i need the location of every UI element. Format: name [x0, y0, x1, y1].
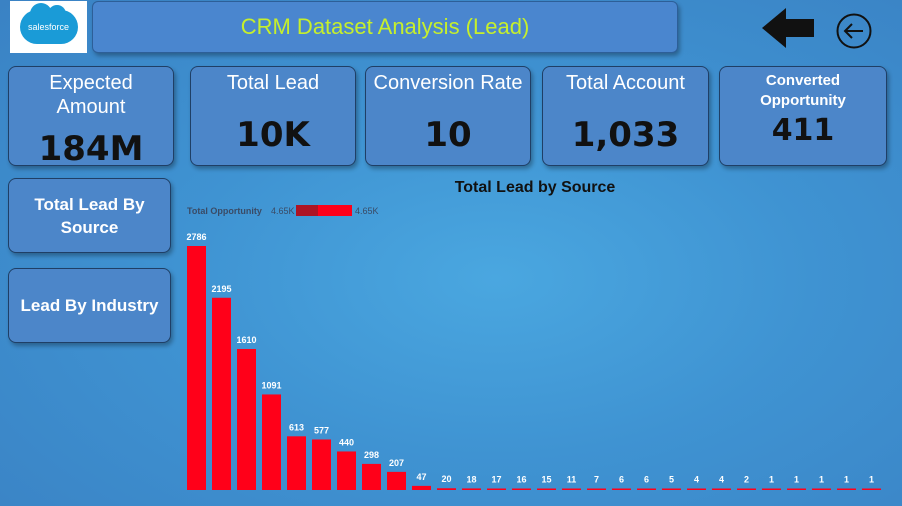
bar-value-label: 1 [794, 475, 799, 485]
kpi-value: 10 [424, 115, 472, 155]
bar [387, 471, 406, 490]
bar-value-label: 2195 [211, 284, 231, 294]
bar [637, 488, 656, 490]
kpi-expected-amount: Expected Amount 184M [8, 66, 174, 169]
bar [812, 488, 831, 490]
bar-value-label: 18 [466, 474, 476, 484]
bar [762, 488, 781, 490]
bar-value-label: 207 [389, 458, 404, 468]
chart-title: Total Lead by Source [454, 179, 616, 196]
bar-value-label: 4 [694, 475, 699, 485]
salesforce-logo: salesforce [10, 1, 87, 53]
kpi-total-account: Total Account 1,033 [542, 66, 709, 166]
bar [712, 488, 731, 490]
kpi-label: Total Lead [226, 72, 320, 94]
bar-value-label: 1091 [261, 380, 281, 390]
bar [487, 488, 506, 490]
bar [587, 488, 606, 490]
bar [212, 297, 231, 490]
bar-value-label: 2 [744, 475, 749, 485]
lead-by-industry-button[interactable]: Lead By Industry [8, 268, 171, 343]
kpi-label: Converted Opportunity [760, 72, 846, 109]
bar-value-label: 577 [314, 425, 329, 435]
back-arrow-icon[interactable] [760, 6, 816, 50]
bar [537, 488, 556, 490]
bar [237, 348, 256, 490]
bar-value-label: 15 [541, 475, 551, 485]
bar-value-label: 16 [516, 475, 526, 485]
bar-value-label: 1 [769, 475, 774, 485]
bar [437, 488, 456, 490]
bar [512, 488, 531, 490]
kpi-converted-opportunity: Converted Opportunity 411 [719, 66, 887, 166]
bar [787, 488, 806, 490]
kpi-value: 411 [771, 113, 835, 148]
bar [287, 436, 306, 490]
kpi-conversion-rate: Conversion Rate 10 [365, 66, 531, 166]
kpi-total-lead: Total Lead 10K [190, 66, 356, 166]
bar-value-label: 7 [594, 475, 599, 485]
logo-text: salesforce [27, 22, 70, 32]
bar [662, 488, 681, 490]
kpi-value: 1,033 [571, 115, 680, 155]
bar-value-label: 20 [441, 474, 451, 484]
legend-max-label: 4.65K [355, 206, 379, 216]
legend-min-label: 4.65K [271, 206, 295, 216]
bar-value-label: 17 [491, 475, 501, 485]
bar [612, 488, 631, 490]
bar-value-label: 613 [289, 422, 304, 432]
legend-gradient-bar [296, 205, 352, 216]
bar [687, 488, 706, 490]
bar [562, 488, 581, 490]
bar [412, 485, 431, 490]
bar [362, 463, 381, 490]
kpi-value: 10K [236, 115, 310, 155]
total-lead-by-source-button[interactable]: Total Lead By Source [8, 178, 171, 253]
bar-value-label: 5 [669, 475, 674, 485]
bar-value-label: 4 [719, 475, 724, 485]
bar [837, 488, 856, 490]
legend-gradient-dark [296, 205, 318, 216]
bar-value-label: 2786 [186, 232, 206, 242]
bar-value-label: 1 [819, 475, 824, 485]
bar-value-label: 1 [869, 475, 874, 485]
kpi-label: Conversion Rate [373, 72, 523, 94]
page-title: CRM Dataset Analysis (Lead) [92, 1, 678, 53]
bar-value-label: 1610 [236, 335, 256, 345]
bar [462, 488, 481, 490]
circle-back-icon[interactable] [836, 13, 872, 49]
kpi-value: 184M [38, 129, 144, 169]
bar-value-label: 440 [339, 437, 354, 447]
bar [262, 394, 281, 490]
bar-value-label: 6 [644, 475, 649, 485]
bar [862, 488, 881, 490]
bar-value-label: 11 [567, 475, 577, 485]
bar [312, 439, 331, 490]
legend-label: Total Opportunity [187, 206, 262, 216]
bar-value-label: 298 [364, 450, 379, 460]
salesforce-cloud-icon: salesforce [19, 3, 78, 44]
bar [187, 246, 206, 490]
bar-value-label: 47 [416, 472, 426, 482]
kpi-label: Total Account [566, 72, 685, 94]
bar-value-label: 6 [619, 475, 624, 485]
bar [737, 488, 756, 490]
bar-value-label: 1 [844, 475, 849, 485]
kpi-label: Expected Amount [49, 72, 133, 118]
bar [337, 451, 356, 490]
